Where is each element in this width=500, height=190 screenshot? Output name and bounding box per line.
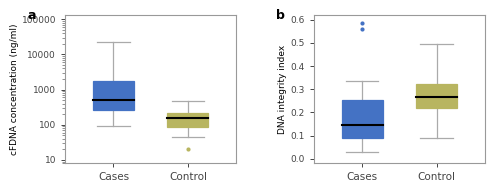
Bar	[168, 113, 208, 127]
Bar	[342, 100, 382, 138]
Y-axis label: DNA integrity index: DNA integrity index	[278, 45, 287, 134]
Y-axis label: cFDNA concentration (ng/ml): cFDNA concentration (ng/ml)	[10, 24, 18, 155]
Text: a: a	[28, 9, 36, 22]
Text: b: b	[276, 9, 284, 22]
Bar	[93, 82, 134, 110]
Bar	[416, 84, 457, 108]
